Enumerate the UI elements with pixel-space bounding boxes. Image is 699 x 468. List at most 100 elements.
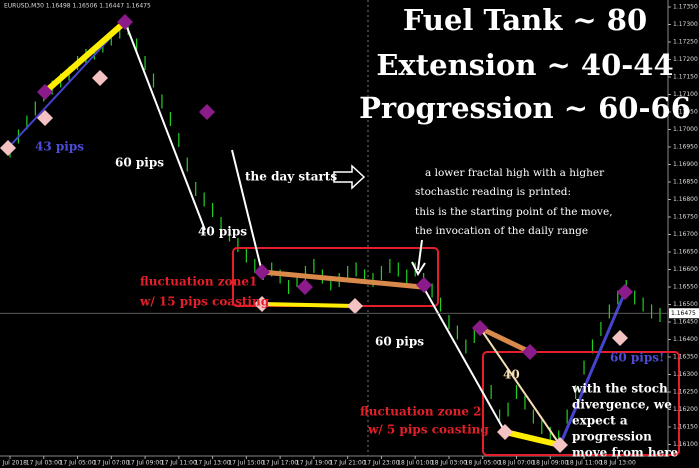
- title-line: Extension ~ 40-44: [376, 48, 673, 82]
- annotation: this is the starting point of the move,: [415, 206, 613, 218]
- annotation: progression: [572, 430, 652, 444]
- arrow: [333, 164, 366, 190]
- title-line: Fuel Tank ~ 80: [403, 3, 647, 37]
- diamond: [612, 330, 628, 346]
- diamond: [617, 284, 633, 300]
- x-tick-label: 17 Jul 09:00: [127, 460, 163, 467]
- pointer-head: [411, 261, 426, 277]
- pointer: [417, 239, 423, 271]
- diamond: [117, 14, 133, 30]
- annotation: w/ 15 pips coasting: [139, 295, 270, 309]
- x-tick-label: 18 Jul 13:00: [600, 460, 636, 467]
- annotation: fluctuation zone 2: [360, 405, 482, 419]
- x-tick-label: 17 Jul 17:00: [262, 460, 298, 467]
- zone-box: [482, 351, 680, 456]
- y-tick-label: 1.17000: [673, 126, 698, 133]
- trend-line: [478, 325, 532, 355]
- y-tick-label: 1.16250: [673, 389, 698, 396]
- trend-line: [124, 21, 206, 231]
- x-tick-label: 18 Jul 01:00: [397, 460, 433, 467]
- y-tick-label: 1.16400: [673, 336, 698, 343]
- y-tick-label: 1.16200: [673, 406, 698, 413]
- trend-line: [231, 149, 263, 273]
- y-tick-label: 1.16150: [673, 424, 698, 431]
- annotation-shapes: [0, 14, 680, 456]
- y-tick-label: 1.17300: [673, 21, 698, 28]
- x-tick-label: 17 Jul 03:00: [26, 460, 62, 467]
- y-tick-label: 1.17100: [673, 91, 698, 98]
- y-tick-label: 1.16850: [673, 179, 698, 186]
- x-tick-label: 17 Jul 2018: [0, 460, 27, 467]
- diamond: [92, 70, 108, 86]
- annotation: 40: [503, 368, 520, 382]
- annotation: 60 pips!: [610, 351, 664, 365]
- y-tick-label: 1.16950: [673, 144, 698, 151]
- trend-line: [558, 291, 627, 446]
- x-tick-label: 17 Jul 05:00: [60, 460, 96, 467]
- diamond: [37, 110, 53, 126]
- y-tick-label: 1.16800: [673, 196, 698, 203]
- x-tick-label: 17 Jul 07:00: [93, 460, 129, 467]
- annotation: fluctuation zone1: [140, 275, 257, 289]
- trend-line: [424, 289, 506, 433]
- annotation: move from here: [572, 446, 679, 460]
- diamond: [522, 344, 538, 360]
- annotation: the invocation of the daily range: [415, 225, 588, 237]
- trend-line: [261, 302, 356, 308]
- y-tick-label: 1.16450: [673, 319, 698, 326]
- diamond: [254, 264, 270, 280]
- annotation: divergence, we: [572, 398, 672, 412]
- y-tick-label: 1.16100: [673, 441, 698, 448]
- annotation: 40 pips: [198, 225, 247, 239]
- annotation: 60 pips: [115, 156, 164, 170]
- current-price-box: [669, 308, 699, 319]
- title-line: Progression ~ 60-66: [359, 91, 691, 125]
- trend-line: [504, 429, 561, 448]
- y-tick-label: 1.16750: [673, 214, 698, 221]
- y-tick-label: 1.17250: [673, 39, 698, 46]
- diamond: [552, 437, 568, 453]
- x-tick-label: 17 Jul 19:00: [296, 460, 332, 467]
- x-tick-label: 17 Jul 11:00: [161, 460, 197, 467]
- y-tick-label: 1.16500: [673, 301, 698, 308]
- trend-line: [43, 19, 127, 95]
- diamond: [0, 140, 16, 156]
- trend-line: [479, 327, 561, 446]
- annotation: expect a: [572, 414, 628, 428]
- current-price-label: 1.16475: [671, 310, 696, 317]
- diamond: [416, 277, 432, 293]
- x-tick-label: 18 Jul 09:00: [532, 460, 568, 467]
- annotation: the day starts: [245, 170, 337, 184]
- x-tick-label: 17 Jul 21:00: [330, 460, 366, 467]
- annotation: 60 pips: [375, 335, 424, 349]
- y-tick-label: 1.17150: [673, 74, 698, 81]
- y-tick-label: 1.16900: [673, 161, 698, 168]
- y-tick-label: 1.16550: [673, 284, 698, 291]
- diamond: [254, 296, 270, 312]
- annotation: stochastic reading is printed:: [415, 186, 571, 198]
- annotation: w/ 5 pips coasting: [367, 423, 489, 437]
- fractal-highs: [37, 14, 633, 360]
- annotation: with the stoch: [571, 382, 668, 396]
- x-tick-label: 18 Jul 03:00: [431, 460, 467, 467]
- trend-line: [261, 269, 423, 290]
- x-tick-label: 18 Jul 11:00: [566, 460, 602, 467]
- diamond: [497, 424, 513, 440]
- x-tick-label: 17 Jul 13:00: [195, 460, 231, 467]
- y-tick-label: 1.17350: [673, 4, 698, 11]
- x-tick-label: 18 Jul 05:00: [465, 460, 501, 467]
- diamond: [297, 279, 313, 295]
- diamond: [472, 320, 488, 336]
- x-tick-label: 17 Jul 15:00: [228, 460, 264, 467]
- y-tick-label: 1.17200: [673, 56, 698, 63]
- x-tick-label: 17 Jul 23:00: [363, 460, 399, 467]
- y-tick-label: 1.16350: [673, 354, 698, 361]
- annotation: 43 pips: [35, 140, 84, 154]
- y-tick-label: 1.16300: [673, 371, 698, 378]
- diamond: [347, 298, 363, 314]
- y-tick-label: 1.17050: [673, 109, 698, 116]
- header: EURUSD,M30 1.16498 1.16506 1.16447 1.164…: [4, 3, 151, 10]
- fractal-lows: [0, 70, 628, 453]
- diamond: [199, 104, 215, 120]
